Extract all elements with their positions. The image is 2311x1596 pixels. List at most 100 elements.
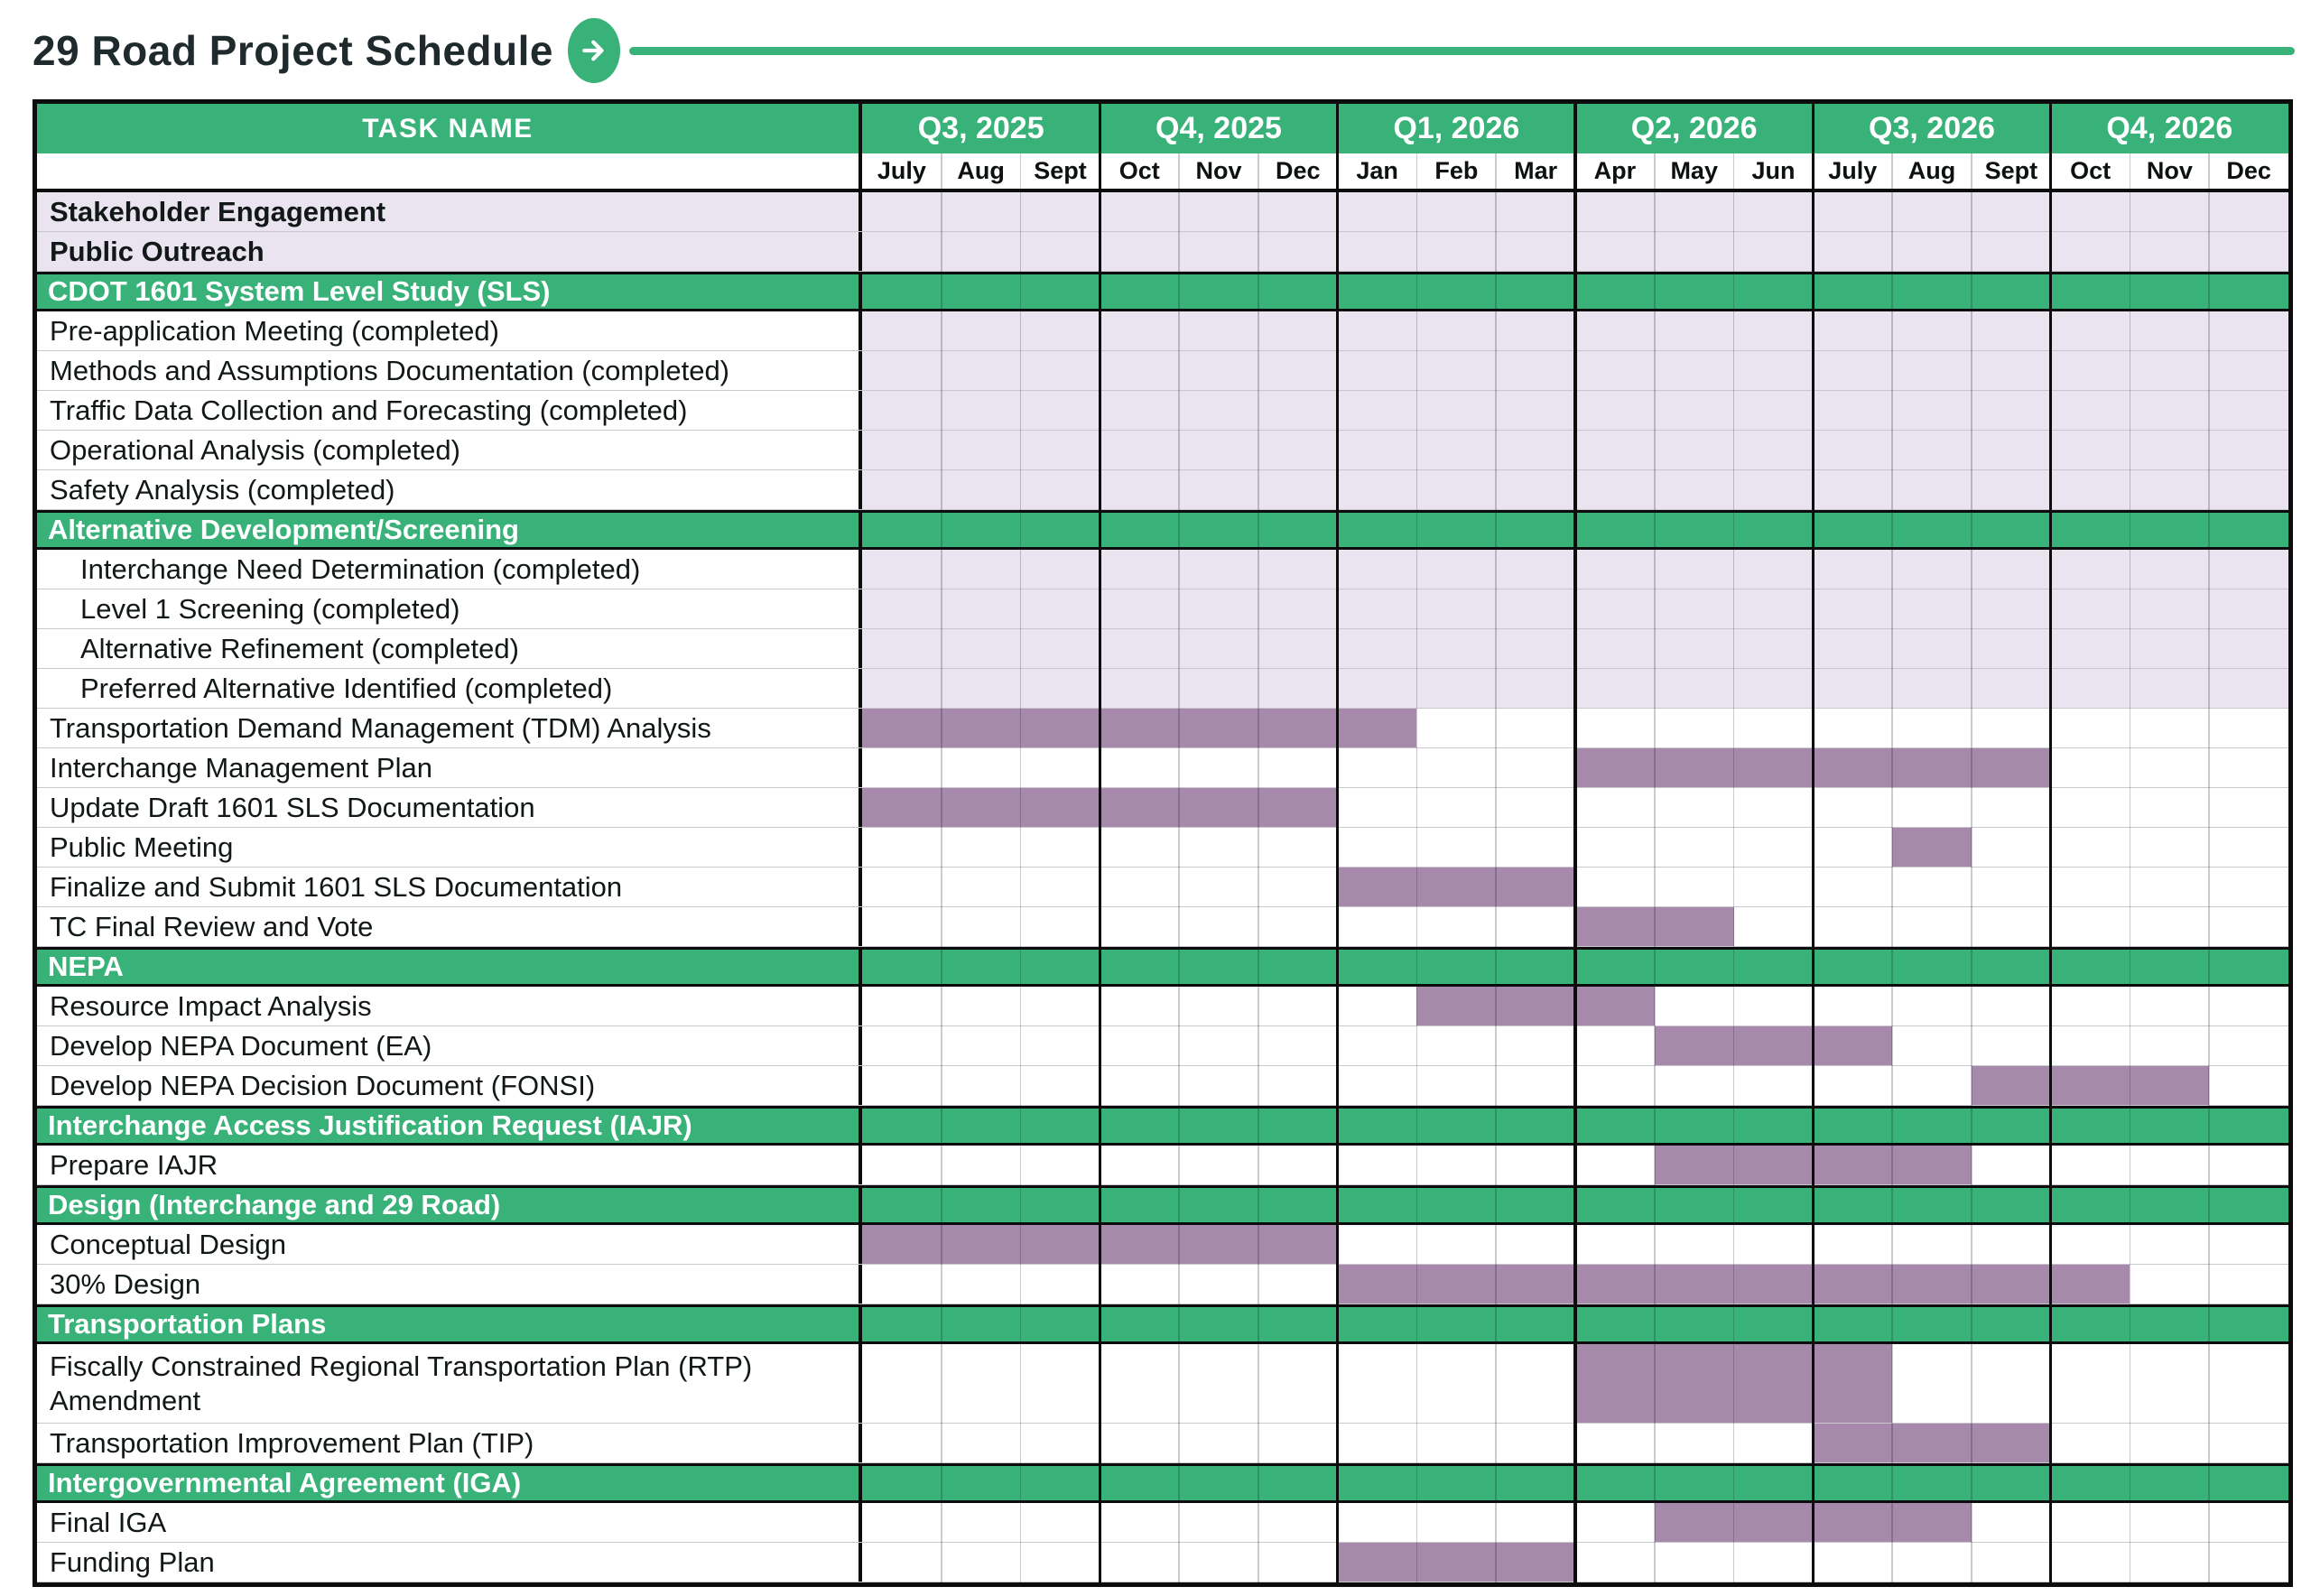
task-timeline-cell (862, 1146, 2288, 1184)
gantt-bar (862, 1225, 1338, 1264)
task-label: Operational Analysis (completed) (37, 431, 862, 469)
month-header-spacer (37, 153, 862, 189)
gantt-body: Stakeholder Engagement Public Outreach CDO… (37, 192, 2288, 1582)
task-timeline-cell (862, 1503, 2288, 1542)
quarter-cells: Q3, 2025 Q4, 2025 Q1, 2026 Q2, 2026 Q3, 2026… (862, 104, 2288, 153)
task-label: Pre-application Meeting (completed) (37, 311, 862, 350)
section-label: Transportation Plans (37, 1307, 862, 1341)
gantt-bar (1575, 907, 1734, 946)
task-label: Traffic Data Collection and Forecasting … (37, 391, 862, 430)
task-timeline-cell (862, 748, 2288, 787)
task-timeline-cell (862, 669, 2288, 708)
task-label: Stakeholder Engagement (37, 192, 862, 231)
task-label: TC Final Review and Vote (37, 907, 862, 946)
task-label: Interchange Need Determination (complete… (37, 550, 862, 589)
month-label: Nov (2130, 153, 2210, 189)
section-row: Intergovernmental Agreement (IGA) (37, 1463, 2288, 1503)
month-label: Nov (1179, 153, 1258, 189)
gantt-bar (1575, 748, 2051, 787)
task-row: Public Meeting (37, 828, 2288, 868)
task-timeline-cell (862, 1543, 2288, 1582)
quarter-label: Q3, 2026 (1813, 104, 2051, 153)
task-label: Develop NEPA Document (EA) (37, 1026, 862, 1065)
page-title: 29 Road Project Schedule (32, 27, 553, 74)
task-label: Transportation Demand Management (TDM) A… (37, 709, 862, 747)
quarter-label: Q4, 2025 (1100, 104, 1338, 153)
task-row: Develop NEPA Document (EA) (37, 1026, 2288, 1066)
task-row: Alternative Refinement (completed) (37, 629, 2288, 669)
task-timeline-cell (862, 1109, 2288, 1143)
section-label: Alternative Development/Screening (37, 513, 862, 547)
task-label: 30% Design (37, 1265, 862, 1304)
task-timeline-cell (862, 589, 2288, 628)
section-row: Design (Interchange and 29 Road) (37, 1185, 2288, 1225)
task-timeline-cell (862, 232, 2288, 271)
task-row: Prepare IAJR (37, 1146, 2288, 1185)
task-label: Safety Analysis (completed) (37, 470, 862, 509)
task-timeline-cell (862, 828, 2288, 867)
gantt-bar (1337, 1265, 2130, 1304)
task-timeline-cell (862, 950, 2288, 984)
gantt-bar (1654, 1146, 1972, 1184)
task-row: Level 1 Screening (completed) (37, 589, 2288, 629)
task-label: Methods and Assumptions Documentation (c… (37, 351, 862, 390)
task-label: Final IGA (37, 1503, 862, 1542)
month-label: Feb (1416, 153, 1497, 189)
title-bar: 29 Road Project Schedule (32, 9, 2295, 92)
gantt-bar (1416, 987, 1655, 1025)
task-row: Update Draft 1601 SLS Documentation (37, 788, 2288, 828)
task-timeline-cell (862, 1466, 2288, 1500)
task-label: Finalize and Submit 1601 SLS Documentati… (37, 868, 862, 906)
quarter-label: Q4, 2026 (2050, 104, 2288, 153)
gantt-bar (1892, 828, 1972, 867)
task-timeline-cell (862, 1188, 2288, 1222)
quarter-header-row: TASK NAME Q3, 2025 Q4, 2025 Q1, 2026 Q2, 20… (37, 104, 2288, 153)
gantt-bar (1654, 1026, 1893, 1065)
task-row: Pre-application Meeting (completed) (37, 311, 2288, 351)
month-label: Mar (1496, 153, 1576, 189)
task-row: Transportation Demand Management (TDM) A… (37, 709, 2288, 748)
gantt-bar (1337, 868, 1575, 906)
task-row: Final IGA (37, 1503, 2288, 1543)
task-timeline-cell (862, 1265, 2288, 1304)
quarter-label: Q1, 2026 (1337, 104, 1575, 153)
section-label: Interchange Access Justification Request… (37, 1109, 862, 1143)
task-row: Preferred Alternative Identified (comple… (37, 669, 2288, 709)
task-label: Resource Impact Analysis (37, 987, 862, 1025)
task-timeline-cell (862, 788, 2288, 827)
task-label: Alternative Refinement (completed) (37, 629, 862, 668)
task-row: Interchange Need Determination (complete… (37, 550, 2288, 589)
section-row: Interchange Access Justification Request… (37, 1106, 2288, 1146)
quarter-label: Q3, 2025 (862, 104, 1100, 153)
task-row: Stakeholder Engagement (37, 192, 2288, 232)
task-row: TC Final Review and Vote (37, 907, 2288, 947)
task-row: Transportation Improvement Plan (TIP) (37, 1424, 2288, 1463)
task-label: Prepare IAJR (37, 1146, 862, 1184)
section-label: CDOT 1601 System Level Study (SLS) (37, 274, 862, 309)
task-row: Finalize and Submit 1601 SLS Documentati… (37, 868, 2288, 907)
task-row: Funding Plan (37, 1543, 2288, 1582)
task-row: Fiscally Constrained Regional Transporta… (37, 1344, 2288, 1424)
task-label: Fiscally Constrained Regional Transporta… (37, 1344, 862, 1423)
task-timeline-cell (862, 431, 2288, 469)
section-label: NEPA (37, 950, 862, 984)
task-row: Develop NEPA Decision Document (FONSI) (37, 1066, 2288, 1106)
task-timeline-cell (862, 513, 2288, 547)
gantt-bar (1575, 1344, 1893, 1423)
section-row: CDOT 1601 System Level Study (SLS) (37, 272, 2288, 311)
month-label: Dec (2209, 153, 2289, 189)
task-label: Public Meeting (37, 828, 862, 867)
month-cells: July Aug Sept Oct Nov Dec Jan Feb Mar Apr May Jun Ju… (862, 153, 2289, 189)
section-label: Intergovernmental Agreement (IGA) (37, 1466, 862, 1500)
task-label: Interchange Management Plan (37, 748, 862, 787)
task-timeline-cell (862, 629, 2288, 668)
task-row: Interchange Management Plan (37, 748, 2288, 788)
schedule-table: TASK NAME Q3, 2025 Q4, 2025 Q1, 2026 Q2, 20… (32, 99, 2293, 1587)
task-timeline-cell (862, 868, 2288, 906)
task-timeline-cell (862, 1344, 2288, 1423)
task-row: Public Outreach (37, 232, 2288, 272)
gantt-bar (862, 788, 1338, 827)
month-label: July (1813, 153, 1893, 189)
task-label: Develop NEPA Decision Document (FONSI) (37, 1066, 862, 1105)
